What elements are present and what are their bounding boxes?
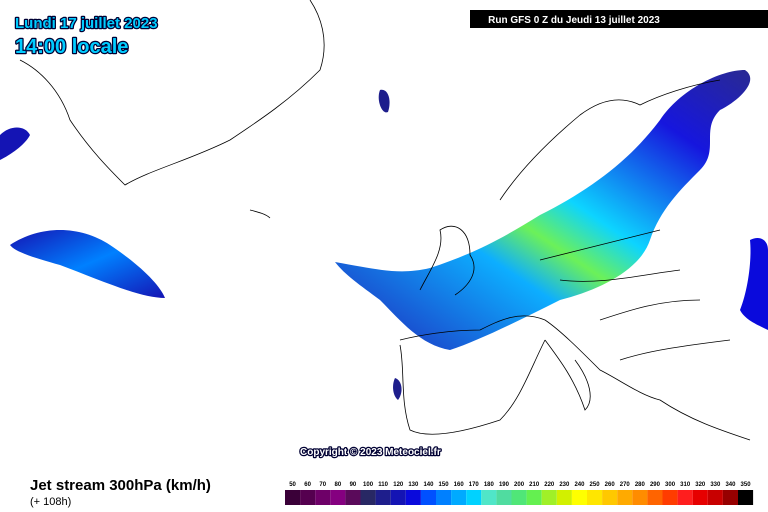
legend-label: 240: [574, 482, 585, 488]
legend-swatch: [677, 490, 693, 505]
coast-scandinavia: [499, 79, 721, 201]
jet-stream-patch: [378, 89, 390, 113]
legend-label: 130: [408, 482, 419, 488]
legend-swatch: [707, 490, 723, 505]
borders: [539, 229, 731, 361]
legend-label: 50: [289, 482, 296, 488]
legend-swatch: [330, 490, 346, 505]
legend-swatch: [526, 490, 542, 505]
coast-britain: [419, 225, 475, 296]
legend-label: 60: [304, 482, 311, 488]
legend-swatch: [662, 490, 678, 505]
legend-label: 180: [484, 482, 495, 488]
legend-swatch: [420, 490, 436, 505]
legend-label: 310: [680, 482, 691, 488]
date-title: Lundi 17 juillet 2023: [15, 15, 158, 32]
legend-label: 190: [499, 482, 510, 488]
legend-swatch: [405, 490, 421, 505]
legend-label: 80: [335, 482, 342, 488]
legend-label: 320: [695, 482, 706, 488]
legend-label: 70: [319, 482, 326, 488]
legend-swatch: [285, 490, 301, 505]
legend-label: 280: [635, 482, 646, 488]
legend-swatch: [541, 490, 557, 505]
legend-label: 350: [741, 482, 752, 488]
legend-label: 340: [725, 482, 736, 488]
run-banner: [470, 10, 768, 28]
jet-stream-main: [335, 70, 751, 350]
legend-label: 230: [559, 482, 570, 488]
legend-swatch: [451, 490, 467, 505]
legend-label: 120: [393, 482, 404, 488]
legend-swatch: [300, 490, 316, 505]
jet-stream: [0, 70, 768, 400]
coast-iberia: [399, 339, 546, 435]
legend-label: 270: [620, 482, 631, 488]
legend-label: 90: [350, 482, 357, 488]
legend-swatch: [738, 490, 754, 505]
legend-swatch: [632, 490, 648, 505]
legend-swatch: [390, 490, 406, 505]
legend-swatch: [722, 490, 738, 505]
jet-stream-west: [10, 230, 165, 298]
color-legend: 50 60 70 80 90 100 110 120 130 140 150 160 170 180 190…: [285, 482, 754, 505]
coast-italy: [544, 339, 591, 411]
jet-stream-patch: [0, 127, 30, 160]
legend-label: 150: [439, 482, 450, 488]
jet-stream-east: [740, 238, 768, 330]
legend-swatch: [556, 490, 572, 505]
legend-swatch: [692, 490, 708, 505]
legend-swatch: [345, 490, 361, 505]
coast-greenland: [19, 0, 325, 186]
legend-swatch: [617, 490, 633, 505]
legend-label: 200: [514, 482, 525, 488]
coastlines: [19, 0, 751, 441]
legend-label: 160: [454, 482, 465, 488]
legend-label: 300: [665, 482, 676, 488]
legend-swatch: [315, 490, 331, 505]
jet-stream-patch: [393, 378, 402, 400]
legend-swatch: [511, 490, 527, 505]
lead-time: (+ 108h): [30, 496, 71, 508]
legend-label: 210: [529, 482, 540, 488]
legend-swatch: [360, 490, 376, 505]
legend-label: 100: [363, 482, 374, 488]
legend-swatch: [481, 490, 497, 505]
field-title: Jet stream 300hPa (km/h): [30, 477, 211, 494]
coast-continent: [399, 315, 751, 441]
legend-label: 220: [544, 482, 555, 488]
legend-swatch: [496, 490, 512, 505]
legend-label: 290: [650, 482, 661, 488]
legend-label: 170: [469, 482, 480, 488]
legend-swatch: [587, 490, 603, 505]
legend-label: 110: [378, 482, 388, 488]
run-info: Run GFS 0 Z du Jeudi 13 juillet 2023: [488, 15, 660, 26]
legend-swatch: [466, 490, 482, 505]
legend-label: 330: [710, 482, 721, 488]
coast-iceland: [249, 209, 271, 219]
copyright: Copyright © 2023 Meteociel.fr: [300, 447, 441, 458]
legend-swatch: [602, 490, 618, 505]
legend-swatch: [571, 490, 587, 505]
legend-swatch: [647, 490, 663, 505]
legend-label: 250: [590, 482, 601, 488]
legend-swatch: [436, 490, 452, 505]
legend-label: 140: [423, 482, 434, 488]
legend-label: 260: [605, 482, 616, 488]
time-title: 14:00 locale: [15, 36, 128, 58]
legend-swatch: [375, 490, 391, 505]
